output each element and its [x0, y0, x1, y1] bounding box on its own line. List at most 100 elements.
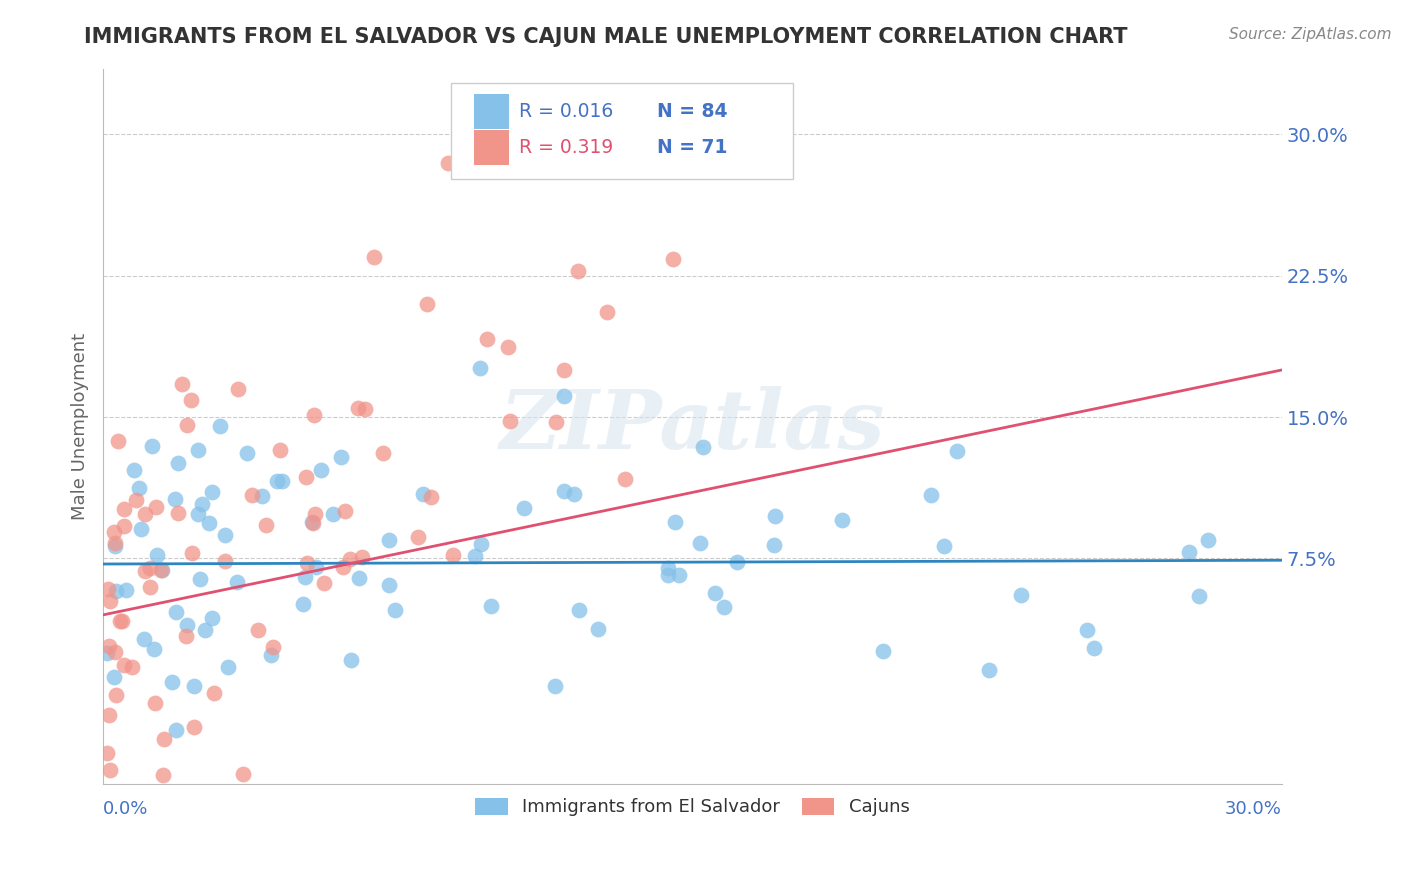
Point [352, 550, 374, 565]
Legend: Immigrants from El Salvador, Cajuns: Immigrants from El Salvador, Cajuns [467, 789, 918, 825]
Point [562, 487, 585, 501]
Point [183, 720, 205, 734]
Point [1010, 588, 1032, 602]
Point [98, 593, 121, 607]
Point [250, 489, 273, 503]
Point [872, 644, 894, 658]
Point [1177, 544, 1199, 558]
Point [977, 663, 1000, 677]
Point [114, 582, 136, 597]
Point [420, 490, 443, 504]
Point [384, 603, 406, 617]
Point [416, 297, 439, 311]
FancyBboxPatch shape [474, 130, 509, 165]
Point [1197, 533, 1219, 547]
Point [97, 582, 120, 597]
Point [378, 578, 401, 592]
Point [322, 507, 344, 521]
Point [831, 513, 853, 527]
Point [103, 524, 125, 539]
Point [112, 658, 135, 673]
Point [340, 652, 363, 666]
Point [586, 622, 609, 636]
Point [496, 340, 519, 354]
Point [568, 603, 591, 617]
Point [121, 659, 143, 673]
Point [475, 332, 498, 346]
Text: 30.0%: 30.0% [1225, 799, 1282, 817]
Point [1076, 623, 1098, 637]
Point [152, 768, 174, 782]
Point [125, 492, 148, 507]
Point [297, 556, 319, 570]
Point [567, 264, 589, 278]
Point [346, 401, 368, 416]
Point [309, 463, 332, 477]
Point [187, 443, 209, 458]
Point [668, 568, 690, 582]
Point [378, 533, 401, 547]
Point [932, 539, 955, 553]
Point [103, 535, 125, 549]
Point [499, 414, 522, 428]
Point [198, 516, 221, 530]
Point [134, 564, 156, 578]
Point [201, 485, 224, 500]
Point [112, 518, 135, 533]
Point [128, 481, 150, 495]
Point [339, 552, 361, 566]
Point [141, 439, 163, 453]
Point [96, 747, 118, 761]
Point [657, 561, 679, 575]
Point [1188, 589, 1211, 603]
Point [763, 508, 786, 523]
Point [124, 463, 146, 477]
Point [301, 516, 323, 530]
Text: Source: ZipAtlas.com: Source: ZipAtlas.com [1229, 27, 1392, 42]
Point [553, 483, 575, 498]
Point [335, 504, 357, 518]
Text: IMMIGRANTS FROM EL SALVADOR VS CAJUN MALE UNEMPLOYMENT CORRELATION CHART: IMMIGRANTS FROM EL SALVADOR VS CAJUN MAL… [84, 27, 1128, 46]
Point [188, 572, 211, 586]
Point [363, 250, 385, 264]
Point [254, 518, 277, 533]
Point [142, 642, 165, 657]
Point [727, 555, 749, 569]
Point [108, 614, 131, 628]
Point [129, 522, 152, 536]
Point [762, 537, 785, 551]
Point [170, 376, 193, 391]
Point [202, 686, 225, 700]
Point [180, 393, 202, 408]
Point [689, 535, 711, 549]
Point [232, 766, 254, 780]
Point [269, 443, 291, 458]
Point [294, 569, 316, 583]
Point [150, 564, 173, 578]
Point [301, 516, 323, 530]
Point [97, 708, 120, 723]
FancyBboxPatch shape [451, 83, 793, 179]
Point [266, 474, 288, 488]
Point [312, 575, 335, 590]
Point [191, 497, 214, 511]
Text: 0.0%: 0.0% [103, 799, 149, 817]
Point [214, 528, 236, 542]
Point [150, 563, 173, 577]
Point [436, 155, 458, 169]
Point [97, 639, 120, 653]
Point [167, 507, 190, 521]
Point [183, 679, 205, 693]
Point [145, 549, 167, 563]
Point [145, 697, 167, 711]
Text: N = 84: N = 84 [657, 102, 728, 121]
Point [662, 252, 685, 266]
FancyBboxPatch shape [474, 95, 509, 129]
Point [920, 488, 942, 502]
Point [165, 605, 187, 619]
Point [214, 554, 236, 568]
Text: R = 0.319: R = 0.319 [519, 137, 613, 157]
Point [479, 599, 502, 613]
Point [553, 389, 575, 403]
Point [104, 539, 127, 553]
